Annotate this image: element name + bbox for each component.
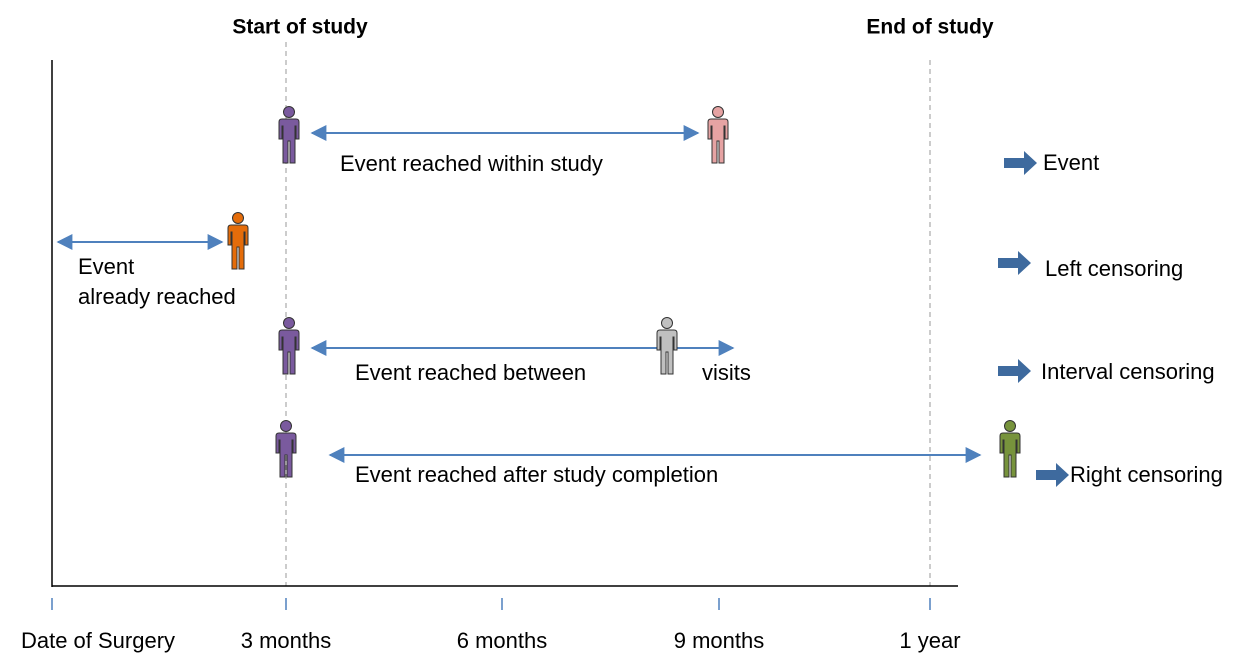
outcome-label: Interval censoring	[1041, 359, 1215, 384]
block-arrow	[1004, 151, 1037, 175]
person-icon	[278, 106, 300, 164]
ticks	[51, 598, 931, 610]
row-label: visits	[702, 360, 751, 385]
person-icon	[656, 316, 678, 375]
row-label: Event	[78, 254, 134, 279]
axis-label: 1 year	[899, 628, 960, 653]
block-arrow	[1036, 463, 1069, 487]
block-arrow	[998, 251, 1031, 275]
row-label: already reached	[78, 284, 236, 309]
row-label: Event reached after study completion	[355, 462, 718, 487]
person-icon	[278, 316, 300, 375]
row-label: Event reached between	[355, 360, 586, 385]
outcome-label: Left censoring	[1045, 256, 1183, 281]
person-icon	[707, 106, 729, 164]
block-arrow	[998, 359, 1031, 383]
start-header: Start of study	[232, 16, 368, 39]
outcome-arrows	[998, 151, 1069, 487]
axis-label: 3 months	[241, 628, 332, 653]
outcome-label: Event	[1043, 150, 1099, 175]
axis-label: 6 months	[457, 628, 548, 653]
person-icon	[999, 419, 1021, 478]
axis-label: 9 months	[674, 628, 765, 653]
axis-label: Date of Surgery	[21, 628, 175, 653]
person-icon	[227, 211, 249, 270]
outcome-label: Right censoring	[1070, 462, 1223, 487]
row-label: Event reached within study	[340, 151, 603, 176]
end-header: End of study	[866, 16, 993, 39]
